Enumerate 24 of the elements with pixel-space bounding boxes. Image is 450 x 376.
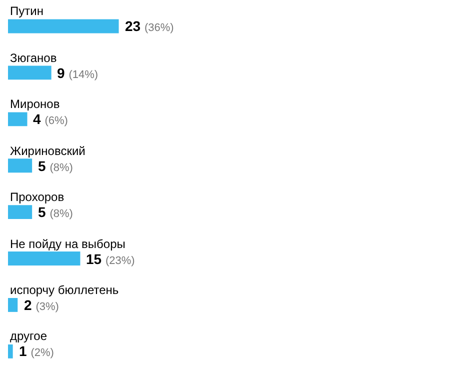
y-tick-label: испорчу бюллетень — [10, 283, 119, 297]
bar — [8, 158, 32, 173]
bar — [8, 344, 13, 358]
data-label: 5 (8%) — [38, 204, 73, 220]
y-tick-label: Не пойду на выборы — [10, 237, 126, 251]
y-tick-label: Путин — [10, 4, 44, 18]
data-label: 15 (23%) — [86, 251, 135, 267]
bar — [8, 298, 18, 312]
data-label: 9 (14%) — [57, 65, 98, 81]
y-tick-label: Прохоров — [10, 190, 64, 204]
y-tick-label: Зюганов — [10, 51, 57, 65]
bar — [8, 252, 80, 266]
data-label: 4 (6%) — [33, 111, 68, 127]
y-tick-label: другое — [10, 329, 48, 343]
data-label: 2 (3%) — [24, 297, 59, 313]
bar — [8, 66, 52, 80]
data-label: 1 (2%) — [19, 343, 54, 359]
data-label: 23 (36%) — [125, 18, 174, 34]
data-label: 5 (8%) — [38, 158, 73, 174]
bar — [8, 112, 28, 126]
bar — [8, 19, 119, 34]
bar — [8, 205, 32, 220]
y-tick-label: Миронов — [10, 97, 60, 111]
y-tick-label: Жириновский — [10, 144, 86, 158]
